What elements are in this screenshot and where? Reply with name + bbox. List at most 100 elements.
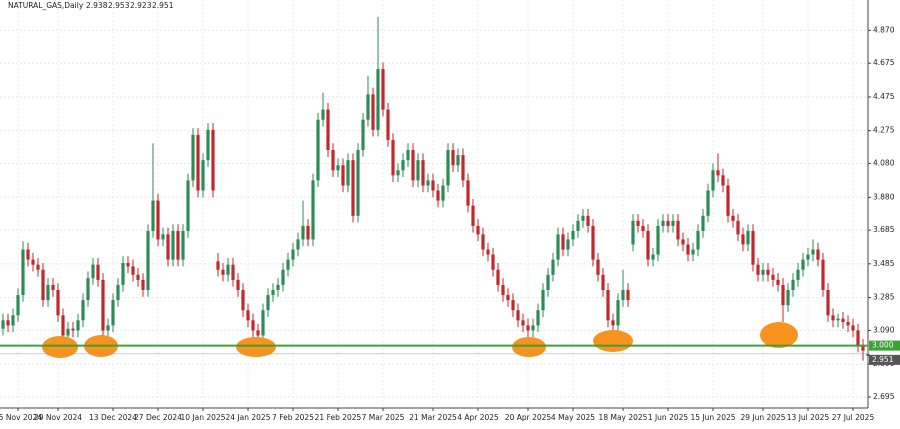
candle-body xyxy=(531,325,535,331)
candle-body xyxy=(856,330,860,346)
candle-body xyxy=(171,230,175,260)
candle-body xyxy=(616,300,620,326)
candle-body xyxy=(596,259,600,275)
x-tick-label: 13 Jul 2025 xyxy=(787,413,830,422)
x-tick-label: 10 Jan 2025 xyxy=(181,413,226,422)
candle-body xyxy=(631,220,635,245)
candle-body xyxy=(551,259,555,275)
y-tick-label: 4.870 xyxy=(873,25,895,34)
candle-body xyxy=(451,150,455,166)
candle-body xyxy=(61,315,65,336)
level-label: 3.000 xyxy=(872,341,894,350)
x-tick-label: 1 Jun 2025 xyxy=(648,413,689,422)
candle-body xyxy=(481,234,485,250)
candle-body xyxy=(256,330,260,336)
candle-body xyxy=(591,225,595,260)
candle-body xyxy=(836,318,840,321)
candle-body xyxy=(766,269,770,275)
y-tick-label: 3.285 xyxy=(873,293,895,302)
candle-body xyxy=(786,289,790,306)
candle-body xyxy=(111,300,115,326)
candle-body xyxy=(731,215,735,221)
candle-body xyxy=(581,215,585,221)
candle-body xyxy=(51,284,55,290)
candle-body xyxy=(441,185,445,201)
candle-body xyxy=(521,320,525,326)
candle-body xyxy=(166,234,170,260)
candle-body xyxy=(96,264,100,280)
candle-body xyxy=(696,230,700,250)
candle-body xyxy=(306,225,310,240)
candle-body xyxy=(466,180,470,206)
candle-body xyxy=(241,289,245,311)
x-tick-label: 24 Jan 2025 xyxy=(226,413,271,422)
candle-body xyxy=(316,119,320,181)
candle-body xyxy=(1,320,5,329)
y-tick-label: 3.685 xyxy=(873,225,895,234)
candle-body xyxy=(701,215,705,231)
candle-body xyxy=(431,180,435,191)
candle-body xyxy=(331,150,335,171)
candle-body xyxy=(626,289,630,301)
candle-body xyxy=(66,328,70,336)
candle-body xyxy=(506,295,510,301)
candle-body xyxy=(46,284,50,301)
candle-body xyxy=(336,165,340,171)
candle-body xyxy=(721,175,725,186)
candle-body xyxy=(756,264,760,275)
candle-body xyxy=(246,310,250,321)
candle-body xyxy=(516,310,520,321)
candle-body xyxy=(401,160,405,171)
candle-body xyxy=(361,119,365,151)
candle-body xyxy=(716,170,720,176)
candle-body xyxy=(386,109,390,140)
candle-body xyxy=(186,180,190,231)
candle-body xyxy=(751,230,755,265)
candle-body xyxy=(206,129,210,161)
candle-body xyxy=(11,315,15,326)
candle-body xyxy=(436,190,440,201)
candle-body xyxy=(141,279,145,290)
level-label-box xyxy=(869,340,900,351)
x-tick-label: 4 Apr 2025 xyxy=(457,413,499,422)
candle-body xyxy=(651,254,655,260)
candle-body xyxy=(781,284,785,306)
candle-body xyxy=(826,289,830,316)
x-tick-label: 27 Dec 2024 xyxy=(134,413,182,422)
candle-body xyxy=(711,170,715,191)
price-label-box xyxy=(869,354,900,365)
candle-body xyxy=(356,150,360,216)
candle-body xyxy=(271,289,275,296)
candle-body xyxy=(366,94,370,120)
candle-body xyxy=(131,266,135,275)
candle-body xyxy=(456,155,460,166)
candle-body xyxy=(351,160,355,216)
candle-body xyxy=(601,274,605,290)
candle-body xyxy=(391,139,395,176)
candle-body xyxy=(741,234,745,245)
candle-body xyxy=(281,269,285,285)
candle-body xyxy=(656,225,660,255)
candle-body xyxy=(821,259,825,290)
x-tick-label: 29 Jun 2025 xyxy=(740,413,785,422)
candle-body xyxy=(81,300,85,321)
x-tick-label: 7 Mar 2025 xyxy=(362,413,405,422)
candle-body xyxy=(196,134,200,191)
candle-body xyxy=(161,234,165,240)
header: NATURAL_GAS,Daily 2.938 2.953 2.923 2.95… xyxy=(8,1,174,10)
candle-body xyxy=(661,220,665,226)
candle-body xyxy=(121,263,125,285)
candle-body xyxy=(76,320,80,331)
highlight-ellipse xyxy=(760,322,798,348)
y-tick-label: 3.880 xyxy=(873,192,895,201)
candle-body xyxy=(251,320,255,331)
candle-body xyxy=(41,269,45,301)
candle-body xyxy=(151,200,155,231)
candle-body xyxy=(571,230,575,240)
candle-body xyxy=(6,320,10,326)
candle-body xyxy=(341,165,345,186)
candle-body xyxy=(346,160,350,186)
candle-body xyxy=(761,269,765,275)
highlight-ellipse xyxy=(593,330,633,352)
candle-body xyxy=(381,69,385,110)
